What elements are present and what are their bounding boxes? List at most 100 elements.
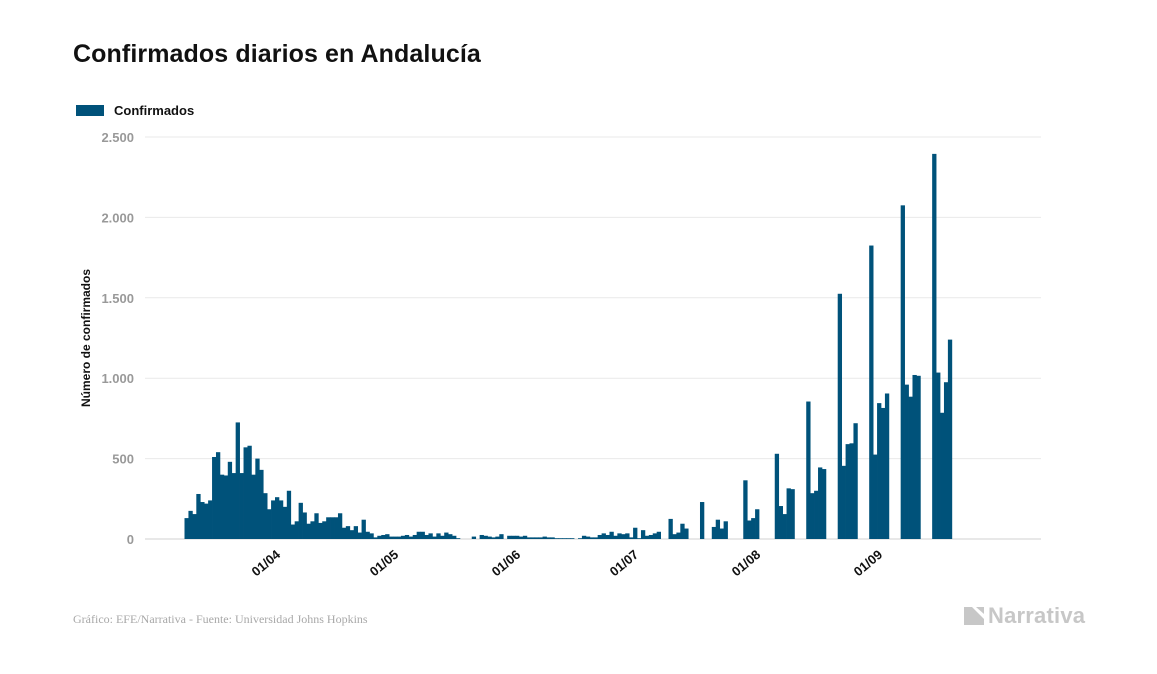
- bar: [605, 534, 610, 539]
- y-tick-label: 2.500: [101, 130, 134, 145]
- bar: [507, 535, 512, 539]
- x-tick-label: 01/09: [851, 547, 886, 579]
- bar: [530, 537, 536, 539]
- bar: [578, 538, 583, 539]
- bar: [947, 339, 953, 539]
- bar: [322, 521, 327, 539]
- bar: [904, 384, 909, 539]
- bar: [782, 514, 787, 539]
- bar: [853, 423, 858, 539]
- bar: [424, 534, 429, 539]
- bar: [278, 500, 284, 539]
- bar: [723, 521, 728, 539]
- bar: [302, 512, 307, 539]
- bar: [711, 526, 717, 539]
- bar: [267, 509, 272, 539]
- bar: [251, 474, 256, 539]
- bar: [365, 531, 370, 539]
- bar: [814, 490, 819, 539]
- bar: [593, 537, 599, 539]
- bar: [345, 526, 351, 539]
- y-axis-label: Número de confirmados: [79, 269, 93, 407]
- bar: [652, 533, 658, 539]
- bar: [412, 534, 418, 539]
- bar: [487, 536, 492, 539]
- bar: [306, 523, 311, 539]
- bar: [550, 537, 555, 539]
- bar: [385, 534, 390, 539]
- x-axis-ticks: 01/04 01/05 01/06 01/07 01/08 01/09: [249, 546, 886, 579]
- bar: [483, 535, 488, 539]
- bar: [432, 536, 437, 539]
- bar: [774, 453, 780, 539]
- bar: [668, 518, 673, 539]
- bar: [743, 480, 748, 539]
- bar: [377, 535, 382, 539]
- bar: [534, 537, 540, 539]
- bar: [672, 534, 677, 539]
- bar: [786, 488, 791, 539]
- bar: [471, 536, 477, 539]
- bar: [310, 521, 315, 539]
- bar: [223, 475, 229, 539]
- bar: [585, 536, 591, 539]
- bar: [341, 527, 347, 539]
- bar: [294, 521, 299, 539]
- bar: [353, 526, 359, 539]
- bar: [613, 535, 618, 539]
- y-tick-label: 500: [112, 452, 134, 467]
- narrativa-logo-icon: [964, 607, 984, 625]
- bar: [408, 536, 414, 539]
- bar: [873, 454, 878, 539]
- bar: [912, 374, 917, 539]
- bar: [243, 447, 248, 539]
- bar: [680, 523, 685, 539]
- bar: [522, 535, 528, 539]
- bar: [869, 245, 874, 540]
- bar: [751, 518, 756, 539]
- brand-name: Narrativa: [988, 603, 1086, 628]
- y-tick-label: 0: [127, 532, 134, 547]
- bar: [644, 535, 650, 539]
- y-tick-label: 1.500: [101, 291, 134, 306]
- bar: [334, 517, 339, 539]
- legend-label: Confirmados: [114, 103, 195, 118]
- bar: [330, 517, 335, 539]
- bar: [452, 535, 457, 539]
- bar: [581, 535, 587, 539]
- bar: [495, 536, 500, 539]
- x-tick-label: 01/05: [367, 547, 402, 579]
- bar: [357, 532, 362, 539]
- bar: [648, 534, 654, 539]
- bar: [538, 537, 543, 539]
- bar: [239, 473, 244, 539]
- bar: [629, 537, 634, 539]
- bar: [404, 534, 410, 539]
- bar: [699, 502, 705, 539]
- bar: [778, 506, 783, 539]
- bar: [337, 513, 343, 539]
- bar: [877, 403, 882, 539]
- bar: [196, 493, 201, 539]
- bar: [841, 465, 846, 539]
- bar: [916, 375, 921, 539]
- bar: [436, 533, 441, 539]
- bar: [200, 502, 205, 539]
- bar: [621, 534, 626, 539]
- bar: [715, 519, 721, 539]
- y-tick-label: 1.000: [101, 371, 134, 386]
- x-tick-label: 01/06: [489, 547, 524, 579]
- x-tick-label: 01/04: [249, 546, 284, 579]
- bar: [542, 536, 547, 539]
- bar: [640, 530, 646, 539]
- bar: [420, 531, 425, 539]
- bar: [318, 522, 323, 539]
- bar: [231, 473, 237, 539]
- bar: [684, 528, 689, 539]
- bar: [940, 412, 945, 539]
- bar: [676, 532, 681, 539]
- bar: [314, 513, 319, 539]
- bar: [275, 497, 280, 539]
- bar: [381, 534, 386, 539]
- y-axis-ticks: 0 500 1.000 1.500 2.000 2.500: [101, 130, 134, 547]
